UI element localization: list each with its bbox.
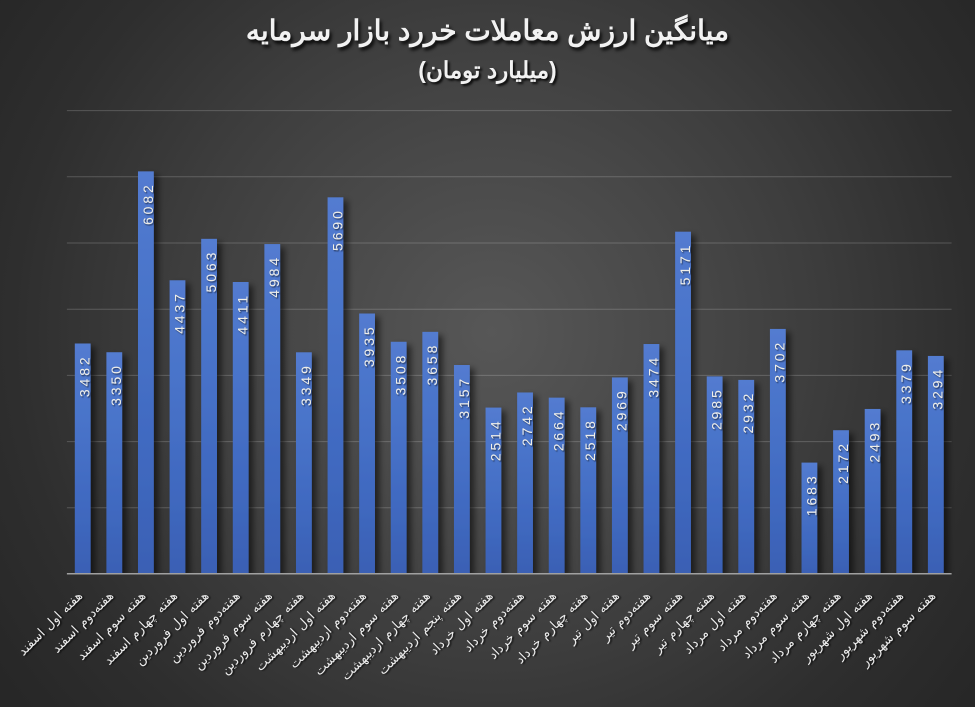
svg-text:3658: 3658: [424, 343, 440, 386]
svg-text:5171: 5171: [677, 243, 693, 286]
svg-text:5690: 5690: [329, 208, 345, 251]
svg-text:2664: 2664: [551, 409, 567, 452]
svg-text:3349: 3349: [298, 363, 314, 406]
svg-text:3379: 3379: [898, 361, 914, 404]
svg-text:3702: 3702: [772, 340, 788, 383]
svg-text:3935: 3935: [361, 324, 377, 367]
svg-text:3482: 3482: [77, 354, 93, 397]
svg-text:1683: 1683: [803, 473, 819, 516]
svg-text:4984: 4984: [266, 255, 282, 298]
svg-text:6082: 6082: [140, 182, 156, 225]
svg-text:2742: 2742: [519, 403, 535, 446]
svg-text:2985: 2985: [709, 387, 725, 430]
svg-text:2518: 2518: [582, 418, 598, 461]
svg-text:2514: 2514: [487, 418, 503, 461]
svg-text:2172: 2172: [835, 441, 851, 484]
svg-text:3350: 3350: [108, 363, 124, 406]
svg-text:5063: 5063: [203, 250, 219, 293]
svg-text:4411: 4411: [235, 293, 251, 335]
svg-text:3294: 3294: [930, 367, 946, 410]
svg-text:2493: 2493: [867, 420, 883, 463]
svg-text:2932: 2932: [740, 391, 756, 434]
svg-text:3508: 3508: [393, 353, 409, 396]
svg-text:2969: 2969: [614, 388, 630, 431]
svg-text:3474: 3474: [645, 355, 661, 398]
svg-text:3157: 3157: [456, 376, 472, 419]
svg-text:4437: 4437: [171, 291, 187, 334]
